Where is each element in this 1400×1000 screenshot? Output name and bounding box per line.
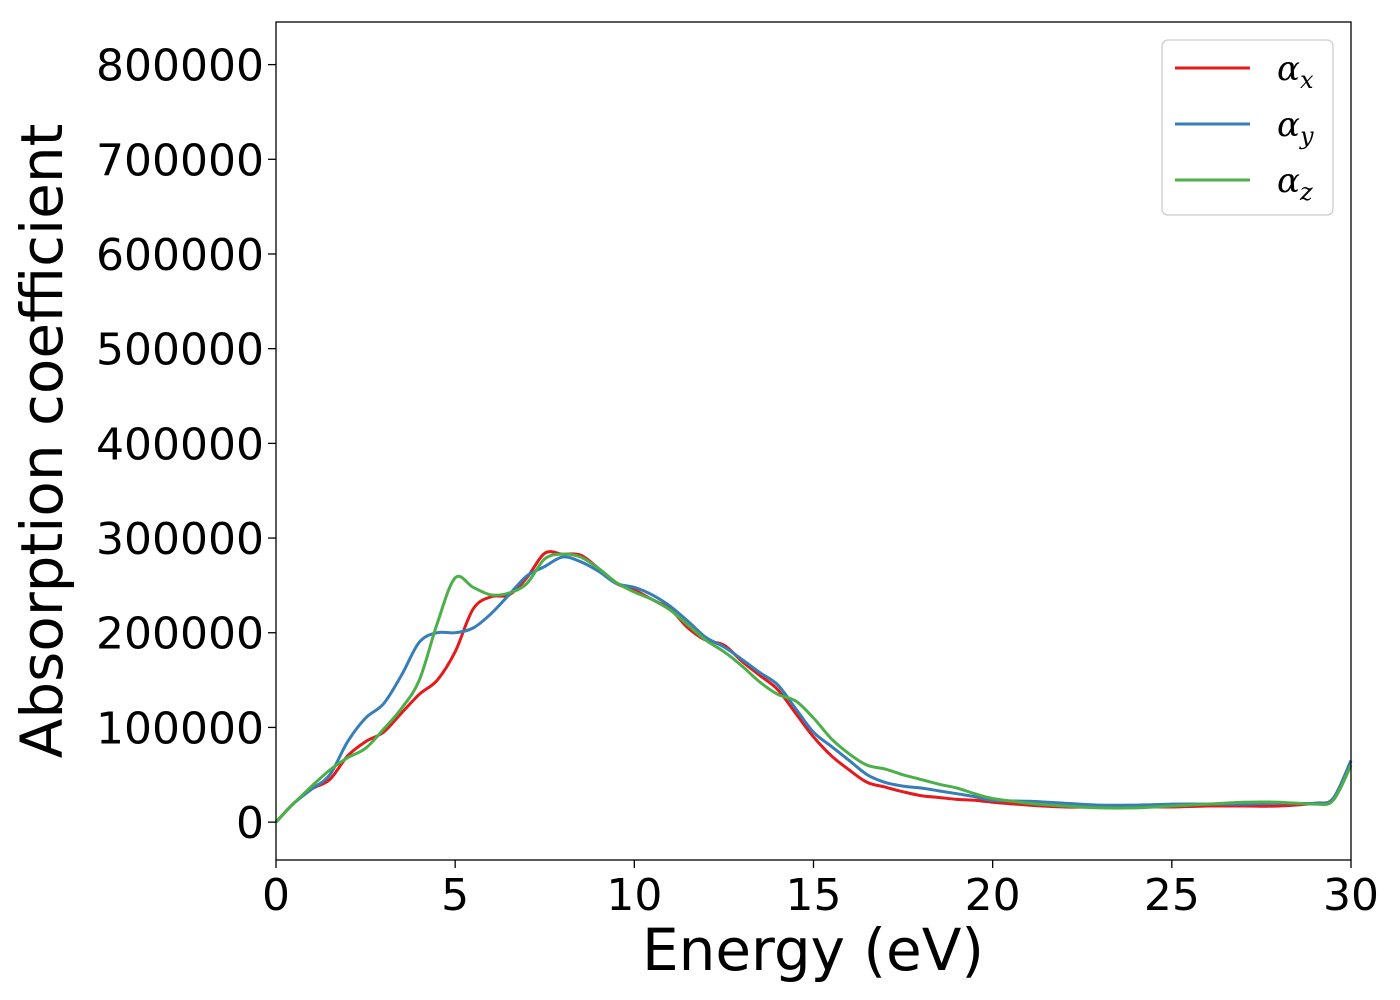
y-tick-label: 200000 (96, 609, 264, 660)
y-tick-label: 500000 (96, 325, 264, 376)
y-tick-label: 800000 (96, 41, 264, 92)
y-tick-label: 100000 (96, 703, 264, 754)
legend-box (1161, 39, 1334, 216)
x-tick-label: 5 (441, 870, 469, 921)
series-line-alpha-z (274, 552, 1353, 824)
x-tick-label: 0 (262, 870, 290, 921)
y-tick-label: 700000 (96, 135, 264, 186)
x-axis: 0 5 10 15 20 25 30 (262, 860, 1379, 921)
x-tick-label: 15 (786, 870, 842, 921)
x-tick-label: 25 (1144, 870, 1200, 921)
y-tick-label: 400000 (96, 419, 264, 470)
y-axis: 0 100000 200000 300000 400000 500000 600000 700… (96, 41, 276, 849)
series-layer (274, 550, 1353, 824)
legend-label-alpha-z: αz (1277, 161, 1313, 206)
y-tick-label: 600000 (96, 230, 264, 281)
y-tick-label: 300000 (96, 514, 264, 565)
x-axis-title: Energy (eV) (642, 916, 984, 984)
x-tick-label: 20 (965, 870, 1021, 921)
legend-label-alpha-y: αy (1277, 105, 1314, 150)
y-axis-title: Absorption coefficient (8, 124, 76, 759)
series-line-alpha-y (274, 555, 1353, 824)
legend-label-alpha-x: αx (1277, 49, 1314, 94)
legend: αx αy αz (1161, 39, 1334, 216)
x-tick-label: 10 (606, 870, 662, 921)
y-tick-label: 0 (236, 798, 264, 849)
x-tick-label: 30 (1323, 870, 1379, 921)
